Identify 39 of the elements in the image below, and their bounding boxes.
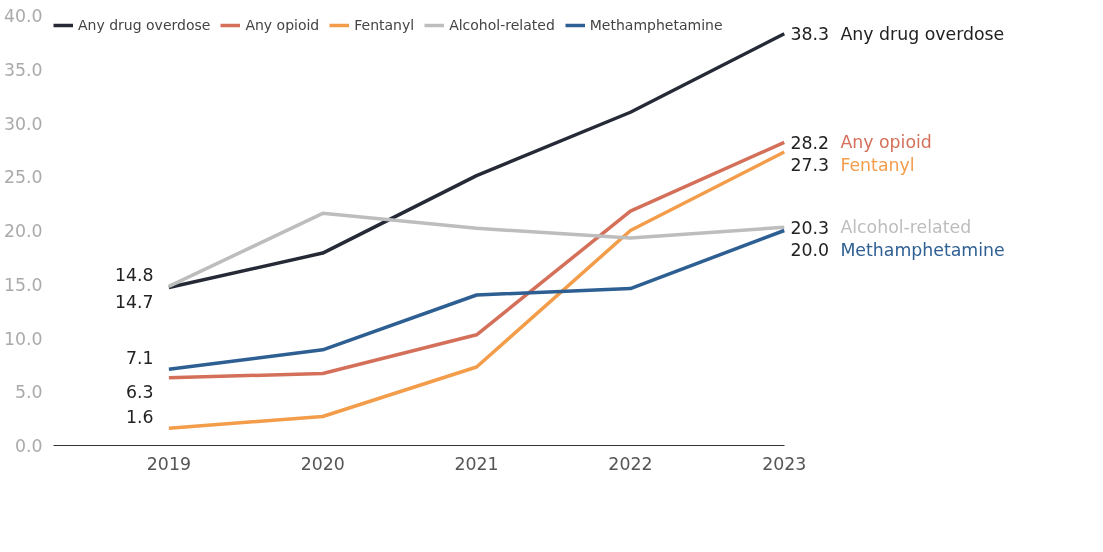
legend-label: Any opioid [245, 17, 320, 33]
line-series [167, 211, 787, 289]
data-label: 14.8 [114, 264, 154, 285]
x-tick-label: 2021 [454, 453, 499, 474]
data-label: 27.3 [790, 155, 830, 176]
y-tick-label: 40.0 [3, 6, 43, 26]
data-label: 20.3 [790, 217, 830, 238]
y-tick-label: 15.0 [3, 274, 43, 295]
y-tick-label: 5.0 [14, 382, 43, 403]
legend-label: Alcohol-related [449, 17, 555, 33]
y-tick-label: 20.0 [3, 221, 43, 241]
data-label: 20.0 [790, 240, 830, 261]
line-series [167, 32, 787, 290]
legend-label: Fentanyl [354, 17, 415, 33]
legend-label: Any drug overdose [78, 17, 211, 33]
x-tick-label: 2019 [146, 453, 191, 474]
x-tick-label: 2022 [608, 453, 653, 474]
text: Alcohol-related [840, 217, 972, 238]
data-label: 38.3 [790, 24, 830, 45]
text: Fentanyl [840, 154, 915, 175]
y-tick-label: 25.0 [3, 167, 43, 188]
data-label: 1.6 [125, 406, 154, 427]
text: Any opioid [840, 132, 932, 153]
y-tick-label: 35.0 [3, 59, 43, 80]
line-series [167, 228, 787, 371]
line-series [167, 140, 787, 380]
x-tick-label: 2020 [300, 453, 345, 474]
data-label: 6.3 [125, 382, 154, 403]
data-label: 7.1 [125, 347, 154, 368]
text: Any drug overdose [840, 23, 1005, 44]
line-series [167, 150, 787, 431]
y-tick-label: 0.0 [14, 436, 43, 456]
data-label: 14.7 [114, 291, 154, 312]
y-tick-label: 30.0 [3, 113, 43, 134]
legend-label: Methamphetamine [589, 17, 723, 33]
data-label: 28.2 [790, 132, 830, 153]
text: Methamphetamine [840, 239, 1005, 260]
y-tick-label: 10.0 [3, 328, 43, 349]
x-tick-label: 2023 [762, 453, 807, 474]
